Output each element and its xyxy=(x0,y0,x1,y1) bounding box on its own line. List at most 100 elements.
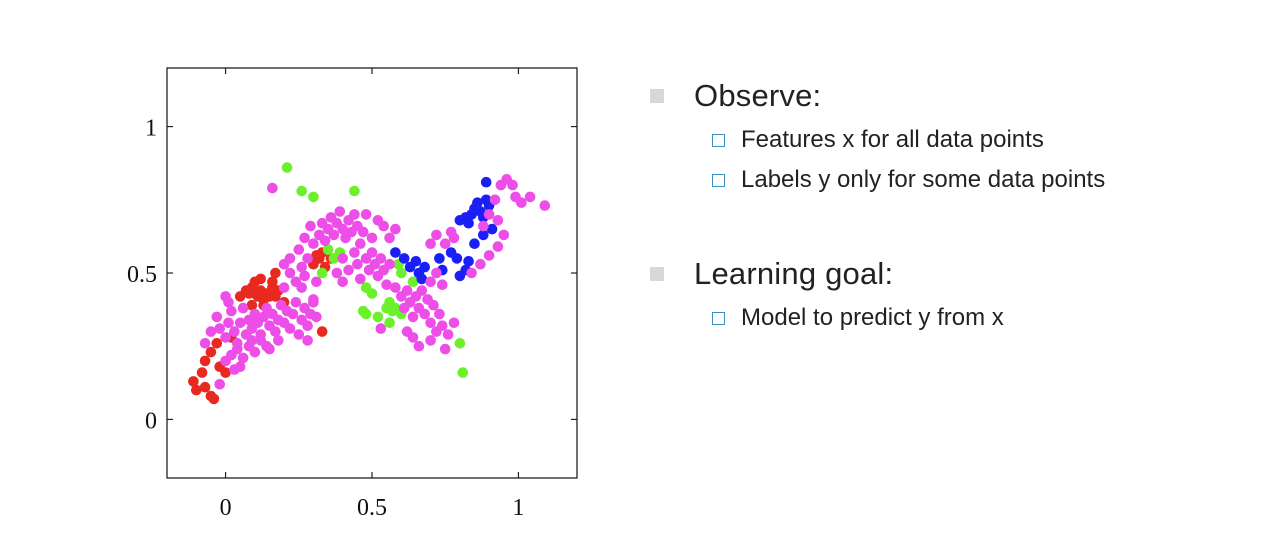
data-point xyxy=(188,376,199,387)
y-tick-label: 0.5 xyxy=(127,262,157,288)
data-point xyxy=(199,338,211,349)
data-point xyxy=(483,250,495,261)
data-point xyxy=(390,247,401,258)
data-point xyxy=(413,340,425,352)
data-point xyxy=(539,200,551,211)
data-point xyxy=(469,238,480,249)
data-point xyxy=(407,332,419,343)
data-point xyxy=(264,343,275,355)
data-point xyxy=(191,384,202,396)
data-point xyxy=(319,235,331,247)
data-point xyxy=(211,338,223,349)
data-point xyxy=(434,253,445,264)
data-point xyxy=(355,273,366,285)
data-point xyxy=(425,238,436,249)
bullet-group-learning-goal: Learning goal: Model to predict y from x xyxy=(650,256,1250,332)
data-point xyxy=(366,232,378,244)
data-point xyxy=(211,311,223,323)
data-point xyxy=(390,282,401,293)
data-point xyxy=(384,232,395,244)
bullet-group-observe: Observe: Features x for all data points … xyxy=(650,78,1250,194)
data-point xyxy=(311,276,322,288)
data-point xyxy=(355,238,366,249)
bullet-item: Learning goal: xyxy=(650,256,1250,292)
sub-bullet-square-icon xyxy=(712,173,725,187)
data-point xyxy=(407,311,419,323)
data-point xyxy=(407,276,419,288)
data-point xyxy=(366,247,378,258)
data-point xyxy=(416,273,428,285)
data-point xyxy=(299,232,310,244)
data-point xyxy=(337,223,349,235)
data-point xyxy=(249,308,261,320)
data-points xyxy=(188,162,551,405)
data-point xyxy=(293,244,305,255)
data-point xyxy=(296,282,308,293)
data-point xyxy=(296,185,308,197)
data-point xyxy=(214,379,225,390)
sub-bullet-square-icon xyxy=(712,311,725,325)
data-point xyxy=(349,209,360,220)
data-point xyxy=(305,220,316,232)
data-point xyxy=(337,276,349,288)
data-point xyxy=(442,329,454,340)
data-point xyxy=(229,364,240,375)
data-point xyxy=(273,335,284,346)
data-point xyxy=(434,308,445,320)
sub-bullet-label: Labels y only for some data points xyxy=(741,166,1106,193)
data-point xyxy=(524,191,536,203)
bullet-square-icon xyxy=(650,267,664,281)
data-point xyxy=(234,317,246,329)
sub-bullet-label: Model to predict y from x xyxy=(741,304,1004,331)
data-point xyxy=(425,276,436,288)
data-point xyxy=(199,355,211,367)
data-point xyxy=(498,229,510,241)
data-point xyxy=(378,220,390,232)
data-point xyxy=(492,215,504,226)
data-point xyxy=(199,381,211,393)
data-point xyxy=(281,162,293,173)
axes: 0 0.5 1 0 0.5 1 xyxy=(127,68,577,521)
data-point xyxy=(255,273,266,285)
data-point xyxy=(431,267,442,279)
data-point xyxy=(448,317,460,329)
data-point xyxy=(349,185,360,197)
data-point xyxy=(249,346,261,358)
data-point xyxy=(398,253,410,264)
data-point xyxy=(381,279,392,291)
bullet-square-icon xyxy=(650,89,664,103)
data-point xyxy=(454,338,466,349)
data-point xyxy=(390,223,401,235)
bullet-label: Observe: xyxy=(694,78,822,113)
sub-bullet-label: Features x for all data points xyxy=(741,126,1044,153)
data-point xyxy=(360,209,372,220)
x-tick-label: 0.5 xyxy=(357,495,387,521)
data-point xyxy=(290,297,302,308)
data-point xyxy=(419,308,431,320)
data-point xyxy=(328,229,340,241)
data-point xyxy=(349,247,360,258)
data-point xyxy=(331,267,343,279)
data-point xyxy=(220,291,231,302)
data-point xyxy=(302,335,313,346)
data-point xyxy=(223,317,234,329)
data-point xyxy=(284,323,296,334)
data-point xyxy=(451,253,463,264)
data-point xyxy=(478,220,489,232)
data-point xyxy=(196,367,208,378)
y-tick-label: 1 xyxy=(145,116,157,142)
data-point xyxy=(352,258,363,270)
sub-bullet-square-icon xyxy=(712,133,725,147)
sub-bullet-item: Features x for all data points xyxy=(712,126,1250,154)
x-tick-label: 1 xyxy=(512,495,524,521)
bullet-label: Learning goal: xyxy=(694,256,894,291)
data-point xyxy=(214,323,225,334)
data-point xyxy=(384,258,395,270)
data-point xyxy=(478,229,489,241)
data-point xyxy=(507,179,518,191)
data-point xyxy=(343,264,354,276)
bullet-item: Observe: xyxy=(650,78,1250,114)
data-point xyxy=(237,302,249,314)
data-point xyxy=(284,267,296,279)
data-point xyxy=(401,285,413,296)
